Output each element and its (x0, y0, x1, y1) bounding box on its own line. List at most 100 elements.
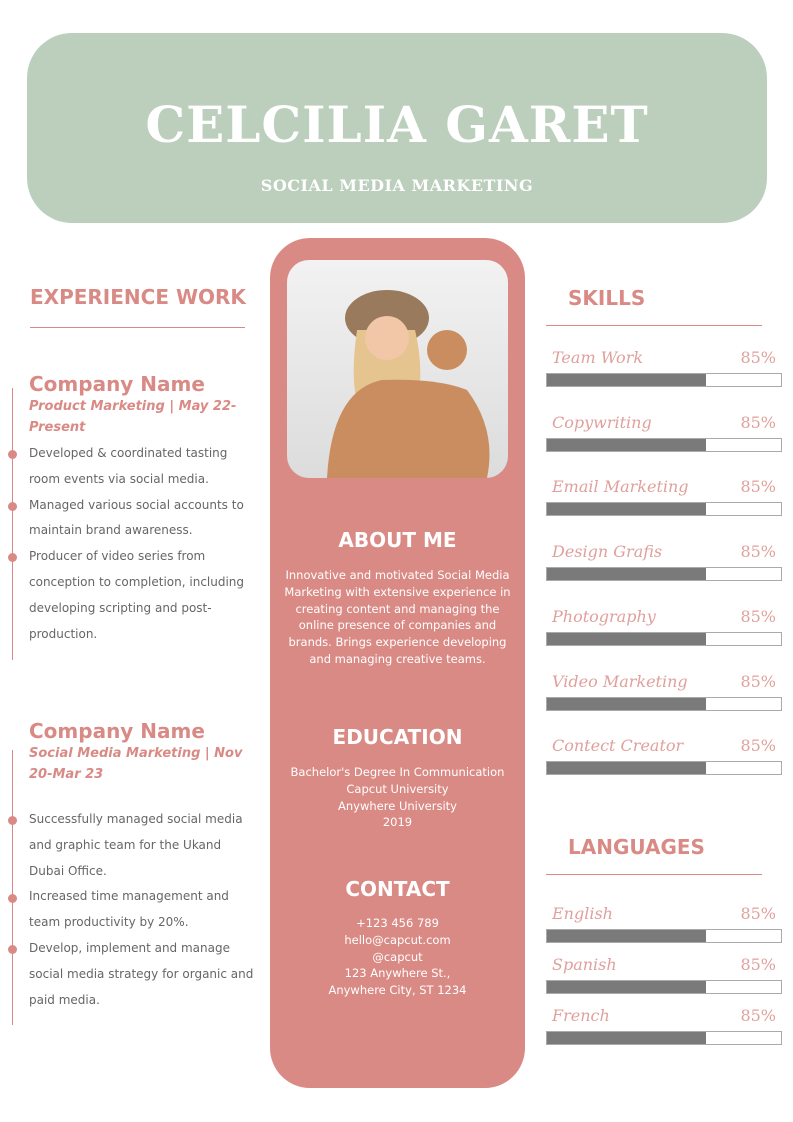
degree: Bachelor's Degree In Communication (290, 765, 505, 779)
skills-bar (546, 761, 782, 776)
about-text: Innovative and motivated Social Media Ma… (284, 568, 511, 666)
bullet-dot (8, 945, 17, 954)
skills-percent: 85% (740, 671, 776, 691)
skills-item: Design Grafis 85% (546, 542, 782, 582)
languages-item: Spanish 85% (546, 955, 782, 994)
skills-name: Team Work (552, 348, 644, 367)
skills-bar-fill (547, 438, 707, 451)
languages-bar (546, 1031, 782, 1045)
company-name: Company Name (29, 719, 205, 743)
skills-bar (546, 567, 782, 582)
bullet: Managed various social accounts to maint… (29, 497, 244, 538)
timeline-line (12, 750, 13, 1025)
languages-bar-fill (547, 981, 707, 993)
languages-bar-fill (547, 1032, 707, 1044)
languages-percent: 85% (740, 1006, 776, 1025)
skills-item: Video Marketing 85% (546, 672, 782, 711)
phone: +123 456 789 (356, 916, 439, 930)
skills-bar-fill (547, 503, 707, 516)
school-location: Anywhere University (338, 798, 457, 813)
about-title: ABOUT ME (338, 528, 457, 552)
languages-name: English (552, 904, 613, 923)
bullet-dot (8, 502, 17, 511)
bullet-dot (8, 816, 17, 825)
skills-percent: 85% (740, 477, 776, 497)
job-1: Company Name Product Marketing | May 22-… (29, 372, 269, 438)
languages-bar (546, 929, 782, 943)
header-banner: CELCILIA GARET SOCIAL MEDIA MARKETING (27, 33, 767, 223)
person-name: CELCILIA GARET (145, 95, 649, 154)
education-title: EDUCATION (332, 725, 463, 749)
languages-item: English 85% (546, 904, 782, 943)
bullet-dot (8, 553, 17, 562)
skills-percent: 85% (740, 412, 776, 432)
skills-item: Copywriting 85% (546, 413, 782, 452)
skills-name: Video Marketing (552, 671, 688, 691)
job-subtitle: Social Media Marketing | Nov 20-Mar 23 (29, 746, 243, 782)
education-details: Bachelor's Degree In Communication Capcu… (282, 764, 513, 831)
skills-name: Copywriting (552, 412, 652, 432)
timeline-line (12, 388, 13, 660)
skills-bar (546, 373, 782, 387)
email: hello@capcut.com (344, 932, 451, 947)
company-name: Company Name (29, 372, 205, 396)
skills-percent: 85% (740, 542, 776, 562)
skills-item: Contect Creator 85% (546, 736, 782, 776)
graduation-year: 2019 (382, 815, 413, 830)
experience-title: EXPERIENCE WORK (30, 285, 246, 309)
social-handle: @capcut (372, 949, 423, 964)
languages-percent: 85% (740, 955, 776, 974)
languages-title: LANGUAGES (568, 835, 705, 859)
job-subtitle: Product Marketing | May 22-Present (29, 399, 237, 435)
skills-bar (546, 696, 782, 711)
bullet: Producer of video series from conception… (29, 549, 245, 641)
skills-item: Email Marketing 85% (546, 477, 782, 517)
skills-item: Team Work 85% (546, 348, 782, 387)
divider (30, 327, 245, 328)
languages-name: French (552, 1006, 610, 1025)
bullet-dot (8, 450, 17, 459)
bullet: Increased time management and team produ… (29, 889, 229, 930)
skills-row: Email Marketing 85% (546, 477, 782, 496)
school: Capcut University (346, 781, 449, 796)
divider (546, 874, 762, 875)
skills-bar (546, 631, 782, 646)
languages-item: French 85% (546, 1006, 782, 1045)
languages-name: Spanish (552, 955, 617, 974)
job-role: SOCIAL MEDIA MARKETING (260, 176, 534, 195)
address-city: Anywhere City, ST 1234 (328, 983, 467, 998)
skills-title: SKILLS (568, 286, 646, 310)
skills-bar (546, 437, 782, 452)
languages-row: English 85% (546, 904, 782, 923)
skills-row: Copywriting 85% (546, 413, 782, 432)
skills-percent: 85% (740, 606, 776, 626)
skills-name: Design Grafis (552, 542, 663, 562)
contact-title: CONTACT (345, 877, 450, 901)
languages-row: French 85% (546, 1006, 782, 1025)
skills-bar-fill (547, 568, 707, 581)
address-street: 123 Anywhere St., (344, 966, 451, 981)
bullet-dot (8, 894, 17, 903)
skills-percent: 85% (740, 736, 776, 756)
skills-row: Video Marketing 85% (546, 672, 782, 691)
skills-bar (546, 502, 782, 517)
skills-bar-fill (547, 697, 707, 710)
skills-name: Email Marketing (552, 477, 689, 497)
bullet: Successfully managed social media and gr… (29, 812, 243, 878)
languages-row: Spanish 85% (546, 955, 782, 974)
job-2-bullets: Successfully managed social media and gr… (29, 807, 254, 1013)
contact-details: +123 456 789 hello@capcut.com @capcut 12… (282, 915, 513, 999)
skills-name: Contect Creator (552, 736, 684, 756)
bullet: Developed & coordinated tasting room eve… (29, 446, 228, 486)
divider (546, 325, 762, 326)
skills-bar-fill (547, 632, 707, 645)
skills-bar-fill (547, 762, 707, 775)
languages-bar (546, 980, 782, 994)
job-1-bullets: Developed & coordinated tasting room eve… (29, 441, 259, 647)
languages-bar-fill (547, 930, 707, 942)
skills-percent: 85% (740, 348, 776, 367)
skills-item: Photography 85% (546, 607, 782, 646)
center-panel: ABOUT ME Innovative and motivated Social… (270, 238, 525, 1088)
profile-photo (287, 260, 508, 478)
skills-row: Design Grafis 85% (546, 542, 782, 561)
